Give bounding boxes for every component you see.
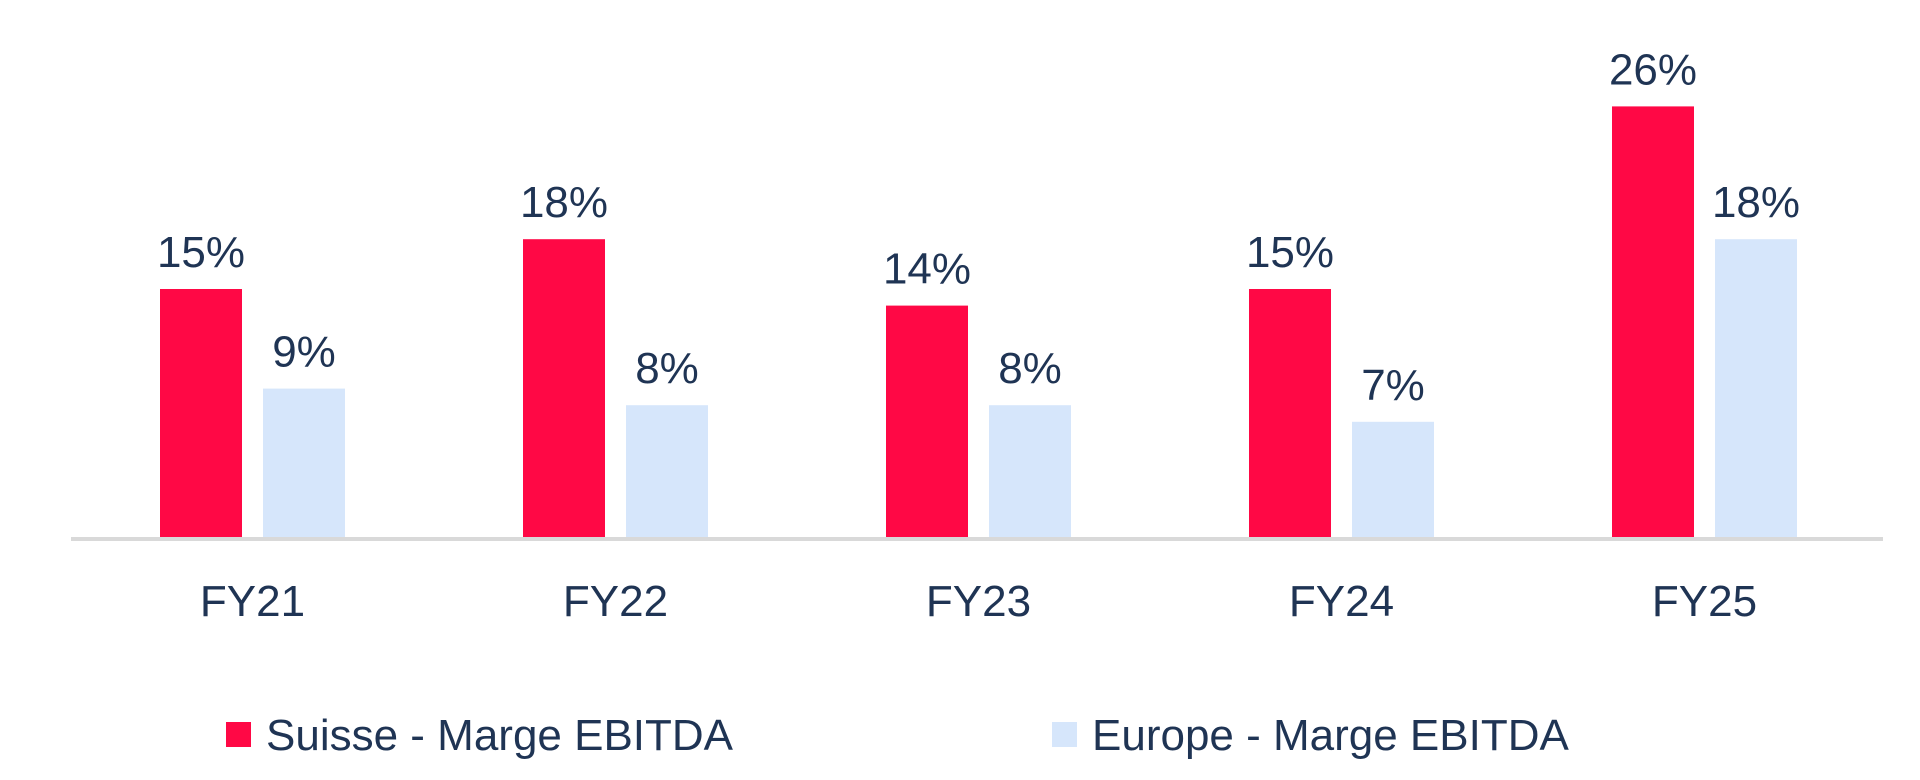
bar-fy22-series-0 bbox=[523, 239, 605, 538]
bar-fy24-series-1 bbox=[1352, 421, 1434, 538]
bar-fy25-series-1 bbox=[1715, 239, 1797, 538]
data-label: 9% bbox=[272, 328, 336, 377]
bar-fy21-series-1 bbox=[263, 388, 345, 538]
bar-fy25-series-0 bbox=[1612, 106, 1694, 539]
data-label: 8% bbox=[635, 344, 699, 393]
data-label: 7% bbox=[1361, 361, 1425, 410]
legend-swatch-1 bbox=[1052, 722, 1077, 747]
data-label: 15% bbox=[157, 228, 245, 277]
x-tick-label: FY23 bbox=[926, 577, 1031, 626]
bar-fy21-series-0 bbox=[160, 289, 242, 538]
legend-label-1: Europe - Marge EBITDA bbox=[1092, 711, 1569, 760]
data-label: 8% bbox=[998, 344, 1062, 393]
x-tick-label: FY25 bbox=[1652, 577, 1757, 626]
data-label: 18% bbox=[520, 178, 608, 227]
data-label: 26% bbox=[1609, 45, 1697, 94]
x-tick-label: FY24 bbox=[1289, 577, 1394, 626]
bar-fy22-series-1 bbox=[626, 405, 708, 538]
bar-fy24-series-0 bbox=[1249, 289, 1331, 538]
legend-label-0: Suisse - Marge EBITDA bbox=[266, 711, 734, 760]
x-tick-label: FY22 bbox=[563, 577, 668, 626]
data-label: 18% bbox=[1712, 178, 1800, 227]
data-label: 15% bbox=[1246, 228, 1334, 277]
bar-fy23-series-0 bbox=[886, 305, 968, 538]
data-label: 14% bbox=[883, 245, 971, 294]
x-tick-label: FY21 bbox=[200, 577, 305, 626]
bar-fy23-series-1 bbox=[989, 405, 1071, 538]
legend-swatch-0 bbox=[226, 722, 251, 747]
